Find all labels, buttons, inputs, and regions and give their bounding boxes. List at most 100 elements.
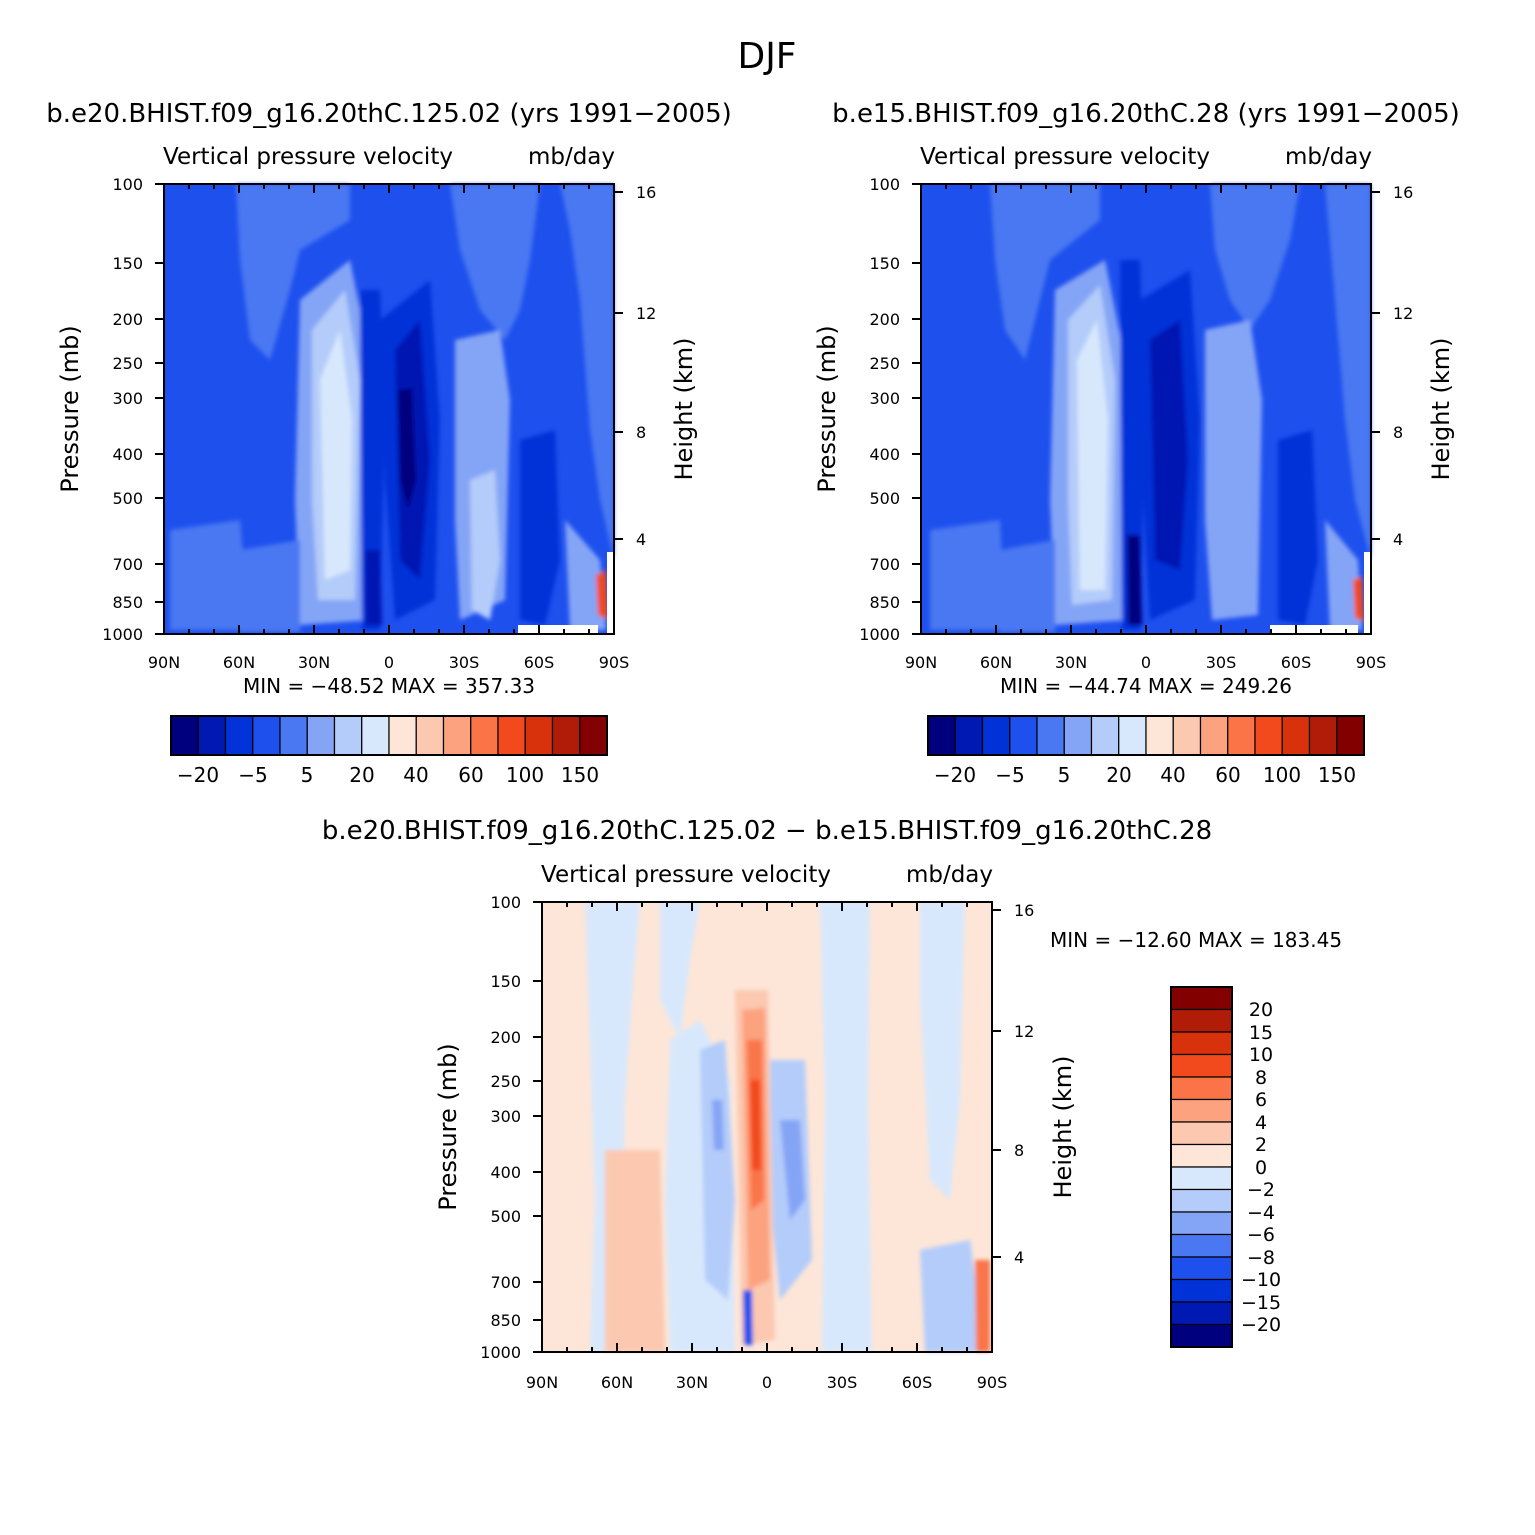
- panel-2-subtitle-left: Vertical pressure velocity: [920, 144, 1210, 170]
- colorbar-swatch: [1009, 715, 1038, 756]
- panel-2-y-tick-label: 500: [869, 489, 900, 508]
- panel-2-colorbar-label: 20: [1106, 763, 1131, 787]
- panel-1-y2-tick-label: 12: [636, 304, 656, 323]
- panel-1: b.e20.BHIST.f09_g16.20thC.125.02 (yrs 19…: [46, 99, 732, 787]
- panel-3-x-tick-label: 90S: [977, 1373, 1008, 1392]
- panel-3-colorbar-label: −2: [1247, 1179, 1275, 1201]
- panel-2-colorbar-label: −20: [934, 763, 976, 787]
- panel-1-x-tick-label: 60N: [223, 653, 255, 672]
- panel-2-subtitle-right: mb/day: [1285, 144, 1372, 170]
- panel-1-colorbar-label: 60: [458, 763, 483, 787]
- panel-2-colorbar: [927, 715, 1365, 756]
- panel-1-y-tick-label: 200: [112, 310, 143, 329]
- colorbar-swatch: [1170, 1256, 1233, 1281]
- panel-2-y-axis-label: Pressure (mb): [813, 325, 841, 492]
- panel-2-y-tick-label: 400: [869, 445, 900, 464]
- panel-3-plot-field: [542, 902, 992, 1352]
- panel-3-subtitle-left: Vertical pressure velocity: [541, 862, 831, 888]
- colorbar-swatch: [1170, 1098, 1233, 1123]
- colorbar-swatch: [1254, 715, 1283, 756]
- colorbar-swatch: [1336, 715, 1365, 756]
- panel-1-colorbar-label: −5: [238, 763, 267, 787]
- colorbar-swatch: [1170, 1233, 1233, 1258]
- colorbar-swatch: [1170, 1301, 1233, 1326]
- panel-3-y-tick-label: 700: [490, 1273, 521, 1292]
- colorbar-swatch: [252, 715, 281, 756]
- panel-1-min-max: MIN = −48.52 MAX = 357.33: [243, 674, 535, 698]
- panel-1-y-tick-label: 1000: [102, 625, 143, 644]
- panel-2-plot-field: [921, 184, 1371, 634]
- panel-1-y-tick-label: 500: [112, 489, 143, 508]
- colorbar-swatch: [981, 715, 1011, 756]
- panel-1-colorbar-label: 5: [301, 763, 314, 787]
- panel-1-y-tick-label: 400: [112, 445, 143, 464]
- panel-3-colorbar-label: −20: [1241, 1314, 1281, 1336]
- panel-1-y-tick-label: 250: [112, 354, 143, 373]
- panel-3-x-tick-label: 60S: [902, 1373, 933, 1392]
- panel-1-title: b.e20.BHIST.f09_g16.20thC.125.02 (yrs 19…: [46, 99, 732, 129]
- colorbar-swatch: [197, 715, 227, 756]
- panel-1-y-axis-label: Pressure (mb): [56, 325, 84, 492]
- panel-1-colorbar-label: 20: [349, 763, 374, 787]
- panel-1-y2-tick-label: 16: [636, 183, 656, 202]
- panel-1-plot-field: [164, 184, 614, 634]
- colorbar-frame: [170, 715, 608, 756]
- colorbar-swatch: [1199, 715, 1229, 756]
- colorbar-swatch: [1145, 715, 1174, 756]
- panel-3-y-tick-label: 100: [490, 893, 521, 912]
- panel-1-y2-tick-label: 4: [636, 530, 646, 549]
- colorbar-swatch: [1170, 1143, 1233, 1168]
- panel-3-colorbar-label: 20: [1249, 999, 1273, 1021]
- colorbar-swatch: [361, 715, 390, 756]
- panel-3-y-tick-label: 1000: [480, 1343, 521, 1362]
- panel-3-y-tick-label: 250: [490, 1072, 521, 1091]
- panel-3-y2-tick-label: 12: [1014, 1022, 1034, 1041]
- panel-2-y2-tick-label: 8: [1393, 423, 1403, 442]
- panel-2-y2-axis-label: Height (km): [1427, 338, 1455, 481]
- colorbar-swatch: [1170, 1076, 1233, 1101]
- panel-3-y2-tick-label: 8: [1014, 1141, 1024, 1160]
- panel-3-y2-tick-label: 16: [1014, 901, 1034, 920]
- colorbar-swatch: [954, 715, 984, 756]
- panel-1-x-tick-label: 30S: [449, 653, 480, 672]
- colorbar-swatch: [1118, 715, 1147, 756]
- panel-2-colorbar-label: 100: [1263, 763, 1301, 787]
- panel-3-x-tick-label: 60N: [601, 1373, 633, 1392]
- panel-2-y-tick-label: 700: [869, 555, 900, 574]
- panel-3-colorbar-label: −4: [1247, 1202, 1275, 1224]
- colorbar-swatch: [1227, 715, 1256, 756]
- colorbar-frame: [1170, 986, 1233, 1348]
- colorbar-swatch: [1090, 715, 1120, 756]
- panel-3-y-tick-label: 500: [490, 1207, 521, 1226]
- panel-1-y2-axis-label: Height (km): [670, 338, 698, 481]
- panel-3-subtitle-right: mb/day: [906, 862, 993, 888]
- panel-3-y-axis-label: Pressure (mb): [434, 1043, 462, 1210]
- colorbar-swatch: [1172, 715, 1202, 756]
- panel-2-y-tick-label: 200: [869, 310, 900, 329]
- panel-2-colorbar-label: 5: [1058, 763, 1071, 787]
- panel-2-min-max: MIN = −44.74 MAX = 249.26: [1000, 674, 1292, 698]
- colorbar-swatch: [1170, 1211, 1233, 1236]
- colorbar-swatch: [415, 715, 445, 756]
- panel-2-y-tick-label: 250: [869, 354, 900, 373]
- colorbar-swatch: [1170, 1166, 1233, 1191]
- colorbar-swatch: [1308, 715, 1338, 756]
- colorbar-swatch: [388, 715, 417, 756]
- panel-1-colorbar-label: −20: [177, 763, 219, 787]
- panel-3-x-tick-label: 30S: [827, 1373, 858, 1392]
- panel-1-colorbar: [170, 715, 608, 756]
- panel-3-colorbar-label: −15: [1241, 1292, 1281, 1314]
- panel-3-y-tick-label: 400: [490, 1163, 521, 1182]
- panel-1-y-tick-label: 150: [112, 254, 143, 273]
- panel-3-x-tick-label: 0: [762, 1373, 772, 1392]
- panel-3-y-tick-label: 300: [490, 1107, 521, 1126]
- colorbar-swatch: [306, 715, 336, 756]
- colorbar-swatch: [1170, 1188, 1233, 1213]
- panel-2-x-tick-label: 90N: [905, 653, 937, 672]
- panel-3-colorbar-label: 6: [1255, 1089, 1267, 1111]
- panel-3-title: b.e20.BHIST.f09_g16.20thC.125.02 − b.e15…: [322, 816, 1212, 846]
- panel-3-x-tick-label: 90N: [526, 1373, 558, 1392]
- panel-1-y-tick-label: 300: [112, 389, 143, 408]
- panel-3-y2-tick-label: 4: [1014, 1248, 1024, 1267]
